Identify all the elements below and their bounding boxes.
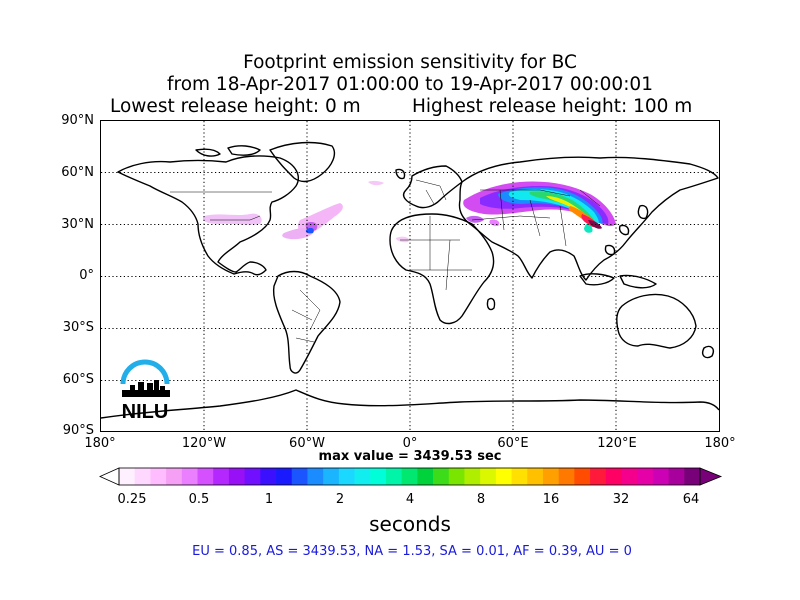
lon-label-60e: 60°E	[497, 436, 529, 451]
colorbar-cell	[197, 468, 214, 485]
lat-label-30n: 30°N	[61, 217, 94, 232]
colorbar-cell	[213, 468, 230, 485]
colorbar-cell	[637, 468, 654, 485]
colorbar-cell	[166, 468, 183, 485]
colorbar-cell	[307, 468, 324, 485]
lat-label-60n: 60°N	[61, 165, 94, 180]
coastlines	[100, 141, 720, 419]
figure-subtitle-dates: from 18-Apr-2017 01:00:00 to 19-Apr-2017…	[167, 74, 653, 95]
colorbar-units: seconds	[369, 512, 451, 536]
colorbar-cell	[574, 468, 591, 485]
nilu-logo-text: NILU	[122, 401, 169, 423]
colorbar-cell	[495, 468, 512, 485]
colorbar-cell	[338, 468, 355, 485]
colorbar-tick-4: 4	[405, 492, 415, 507]
colorbar-cell	[433, 468, 450, 485]
region-statistics: EU = 0.85, AS = 3439.53, NA = 1.53, SA =…	[192, 544, 632, 559]
colorbar-frame	[118, 467, 701, 486]
highest-release-height: Highest release height: 100 m	[412, 96, 693, 117]
graticule	[101, 121, 719, 430]
lowest-release-height: Lowest release height: 0 m	[110, 96, 361, 117]
colorbar	[99, 467, 723, 486]
colorbar-cell	[668, 468, 685, 485]
colorbar-cell	[150, 468, 167, 485]
lat-label-30s: 30°S	[62, 320, 94, 335]
colorbar-tick-6: 16	[542, 492, 560, 507]
map-frame	[100, 120, 720, 432]
colorbar-cells	[119, 468, 701, 485]
nilu-logo: NILU	[120, 359, 170, 423]
colorbar-high-arrow	[699, 467, 723, 486]
max-value-label: max value = 3439.53 sec	[318, 449, 502, 464]
colorbar-cell	[370, 468, 387, 485]
colorbar-cell	[464, 468, 481, 485]
colorbar-cell	[542, 468, 560, 485]
lat-label-0: 0°	[79, 268, 94, 283]
colorbar-tick-2: 1	[264, 492, 274, 507]
colorbar-tick-7: 32	[612, 492, 630, 507]
colorbar-cell	[401, 468, 418, 485]
lon-label-180w: 180°	[84, 436, 116, 451]
lon-label-120w: 120°W	[181, 436, 227, 451]
colorbar-cell	[605, 468, 622, 485]
colorbar-cell	[511, 468, 528, 485]
colorbar-cell	[652, 468, 669, 485]
colorbar-tick-3: 2	[335, 492, 345, 507]
figure-title: Footprint emission sensitivity for BC	[243, 52, 577, 73]
colorbar-cell	[291, 468, 308, 485]
colorbar-cell	[134, 468, 151, 485]
colorbar-cell	[228, 468, 246, 485]
colorbar-tick-5: 8	[476, 492, 486, 507]
lat-label-90n: 90°N	[61, 113, 94, 128]
colorbar-cell	[480, 468, 497, 485]
colorbar-tick-0: 0.25	[117, 492, 147, 507]
colorbar-cell	[244, 468, 261, 485]
colorbar-tick-1: 0.5	[188, 492, 210, 507]
colorbar-cell	[558, 468, 575, 485]
colorbar-cell	[276, 468, 293, 485]
colorbar-cell	[354, 468, 371, 485]
country-borders	[170, 179, 601, 343]
lon-label-180e: 180°	[704, 436, 736, 451]
colorbar-cell	[590, 468, 607, 485]
lon-label-60w: 60°W	[289, 436, 325, 451]
colorbar-cell	[417, 468, 434, 485]
lon-label-120e: 120°E	[597, 436, 637, 451]
lat-label-90s: 90°S	[62, 423, 94, 438]
colorbar-tick-8: 64	[682, 492, 700, 507]
colorbar-cell	[260, 468, 277, 485]
world-map: NILU	[100, 120, 720, 432]
colorbar-low-arrow	[99, 467, 120, 486]
colorbar-cell	[181, 468, 198, 485]
colorbar-cell	[385, 468, 403, 485]
lat-label-60s: 60°S	[62, 372, 94, 387]
colorbar-cell	[527, 468, 544, 485]
colorbar-cell	[684, 468, 701, 485]
lon-label-0: 0°	[402, 436, 418, 451]
colorbar-cell	[323, 468, 340, 485]
colorbar-cell	[448, 468, 465, 485]
colorbar-cell	[621, 468, 638, 485]
colorbar-cell	[119, 468, 136, 485]
